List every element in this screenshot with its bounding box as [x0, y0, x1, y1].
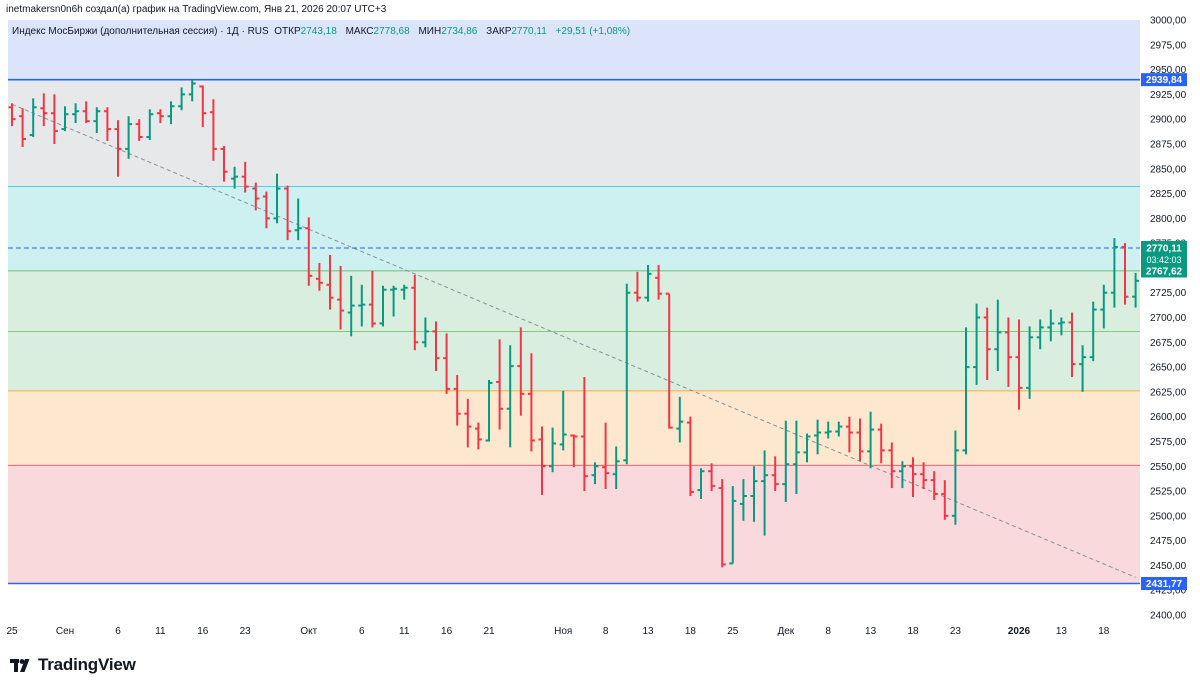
tradingview-logo[interactable]: TradingView: [10, 655, 136, 675]
y-tick-label: 2575,00: [1150, 437, 1187, 448]
last-price-tag: 2770,11: [1146, 243, 1182, 254]
band-red: [8, 465, 1140, 583]
x-tick-label: Дек: [777, 626, 794, 637]
y-tick-label: 2625,00: [1150, 387, 1187, 398]
y-tick-label: 2975,00: [1150, 40, 1187, 51]
tradingview-brand: TradingView: [38, 655, 136, 675]
x-tick-label: 13: [865, 626, 877, 637]
y-tick-label: 2600,00: [1150, 412, 1187, 423]
x-tick-label: 25: [6, 626, 18, 637]
second-price-tag: 2767,62: [1146, 266, 1183, 277]
y-tick-label: 2925,00: [1150, 90, 1187, 101]
y-tick-label: 2675,00: [1150, 338, 1187, 349]
legend-change: +29,51 (+1,08%): [556, 26, 631, 37]
y-tick-label: 3000,00: [1150, 16, 1187, 27]
band-cyan: [8, 187, 1140, 271]
x-tick-label: 6: [359, 626, 365, 637]
legend-high-label: МАКС: [346, 26, 374, 37]
x-tick-label: 16: [197, 626, 209, 637]
y-tick-label: 2450,00: [1150, 561, 1187, 572]
y-tick-label: 2825,00: [1150, 189, 1187, 200]
legend-open-label: ОТКР: [274, 26, 300, 37]
x-tick-label: Ноя: [554, 626, 572, 637]
y-tick-label: 2650,00: [1150, 363, 1187, 374]
x-tick-label: 13: [642, 626, 654, 637]
y-tick-label: 2725,00: [1150, 288, 1187, 299]
legend-close-label: ЗАКР: [486, 26, 511, 37]
band-green-upper: [8, 271, 1140, 331]
x-tick-label: 18: [1098, 626, 1110, 637]
y-tick-label: 2550,00: [1150, 462, 1187, 473]
x-tick-label: 21: [483, 626, 495, 637]
x-tick-label: 18: [907, 626, 919, 637]
countdown-tag: 03:42:03: [1146, 255, 1181, 265]
x-tick-label: 2026: [1008, 626, 1031, 637]
symbol-legend: Индекс МосБиржи (дополнительная сессия) …: [12, 26, 630, 37]
band-gray: [8, 80, 1140, 187]
y-tick-label: 2900,00: [1150, 115, 1187, 126]
x-tick-label: 23: [950, 626, 962, 637]
y-tick-label: 2875,00: [1150, 139, 1187, 150]
y-tick-label: 2525,00: [1150, 487, 1187, 498]
y-tick-label: 2400,00: [1150, 611, 1187, 622]
x-tick-label: 18: [685, 626, 697, 637]
x-tick-label: 11: [155, 626, 166, 637]
x-tick-label: 11: [399, 626, 410, 637]
tradingview-logo-icon: [10, 659, 32, 672]
x-tick-label: Сен: [56, 626, 74, 637]
y-tick-label: 2475,00: [1150, 536, 1187, 547]
x-tick-label: 16: [441, 626, 453, 637]
x-tick-label: 23: [240, 626, 252, 637]
band-green-lower: [8, 331, 1140, 391]
x-tick-label: Окт: [300, 626, 317, 637]
y-tick-label: 2850,00: [1150, 164, 1187, 175]
legend-low-label: МИН: [418, 26, 441, 37]
x-tick-label: 8: [825, 626, 831, 637]
x-tick-label: 13: [1056, 626, 1068, 637]
legend-low-value: 2734,86: [441, 26, 477, 37]
y-tick-label: 2800,00: [1150, 214, 1187, 225]
x-tick-label: 8: [603, 626, 609, 637]
top-level-tag: 2939,84: [1146, 75, 1183, 86]
legend-symbol: Индекс МосБиржи (дополнительная сессия) …: [12, 26, 269, 37]
bottom-level-tag: 2431,77: [1146, 579, 1183, 590]
x-tick-label: 25: [727, 626, 739, 637]
y-tick-label: 2500,00: [1150, 511, 1187, 522]
legend-high-value: 2778,68: [374, 26, 410, 37]
x-tick-label: 6: [115, 626, 121, 637]
y-tick-label: 2700,00: [1150, 313, 1187, 324]
legend-close-value: 2770,11: [511, 26, 546, 37]
legend-open-value: 2743,18: [301, 26, 337, 37]
